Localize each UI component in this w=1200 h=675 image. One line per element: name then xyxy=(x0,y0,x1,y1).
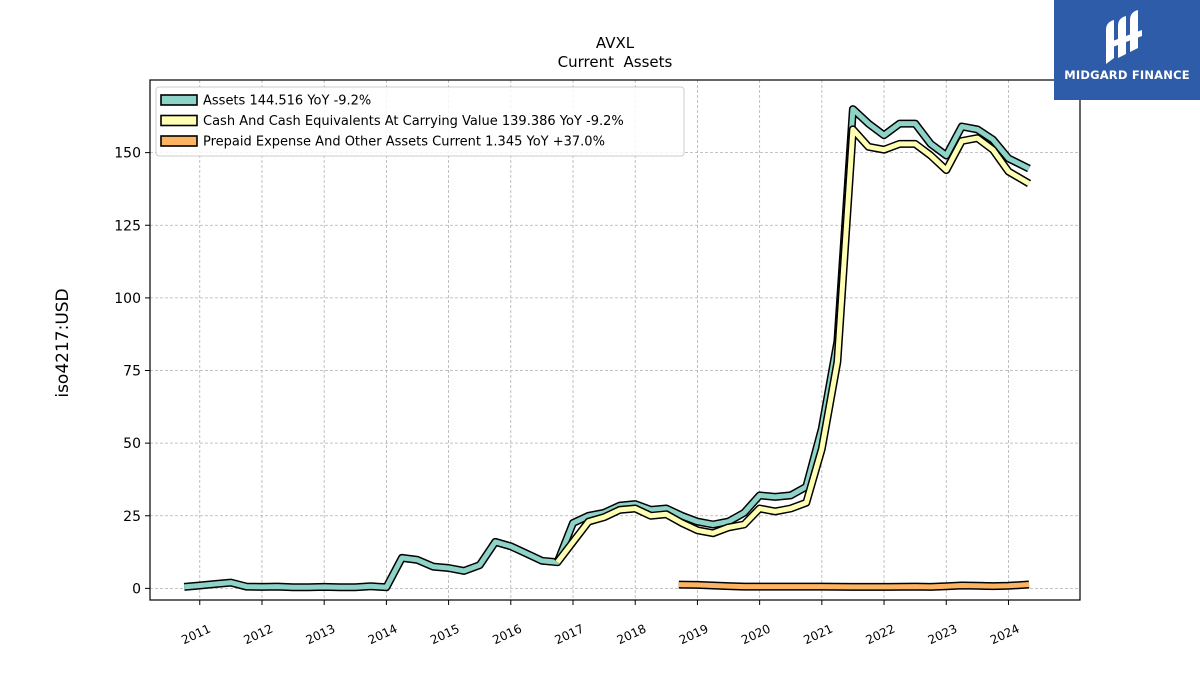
x-tick-label: 2017 xyxy=(553,622,587,648)
legend-label: Prepaid Expense And Other Assets Current… xyxy=(203,135,605,150)
series-line xyxy=(678,582,1030,590)
y-tick-label: 50 xyxy=(123,436,141,452)
x-tick-label: 2020 xyxy=(739,622,773,648)
legend-frame xyxy=(155,86,685,157)
series-layer xyxy=(183,105,1032,592)
legend-swatch xyxy=(160,94,198,106)
series-line xyxy=(555,126,1031,564)
midgard-finance-logo: MIDGARD FINANCE xyxy=(1054,0,1200,100)
y-tick-label: 100 xyxy=(114,291,141,307)
chart-title: AVXL xyxy=(596,34,635,52)
legend-swatch xyxy=(160,114,198,127)
x-tick-label: 2019 xyxy=(677,622,711,648)
x-tick-label: 2024 xyxy=(988,622,1022,648)
x-tick-label: 2021 xyxy=(801,622,835,648)
legend: Assets 144.516 YoY -9.2% Cash And Cash Eq… xyxy=(155,86,685,157)
x-tick-label: 2015 xyxy=(428,622,462,648)
legend-label: Cash And Cash Equivalents At Carrying Va… xyxy=(203,114,624,129)
axis-ticks: 0 25 50 75 100 125 150 2011 2012 2013 2014 2015 2016… xyxy=(114,146,1021,648)
y-tick-label: 150 xyxy=(114,146,141,162)
legend-label: Assets 144.516 YoY -9.2% xyxy=(203,94,371,109)
x-tick-label: 2018 xyxy=(615,622,649,648)
grid xyxy=(150,80,1080,600)
plot-frame xyxy=(149,79,1081,601)
x-tick-label: 2012 xyxy=(241,622,275,648)
x-tick-label: 2016 xyxy=(490,622,524,648)
logo-text: MIDGARD FINANCE xyxy=(1064,68,1190,82)
y-axis-label: iso4217:USD xyxy=(53,288,73,397)
y-tick-label: 25 xyxy=(123,509,141,525)
y-tick-label: 125 xyxy=(114,218,141,234)
x-tick-label: 2023 xyxy=(926,622,960,648)
legend-swatch xyxy=(160,135,198,147)
y-tick-label: 0 xyxy=(132,581,141,597)
y-tick-label: 75 xyxy=(123,364,141,380)
x-tick-label: 2022 xyxy=(864,622,898,648)
midgard-logo-icon xyxy=(1106,10,1142,64)
chart-subtitle: Current Assets xyxy=(558,53,673,71)
x-tick-label: 2013 xyxy=(304,622,338,648)
x-tick-label: 2011 xyxy=(179,622,213,648)
x-tick-label: 2014 xyxy=(366,622,400,648)
